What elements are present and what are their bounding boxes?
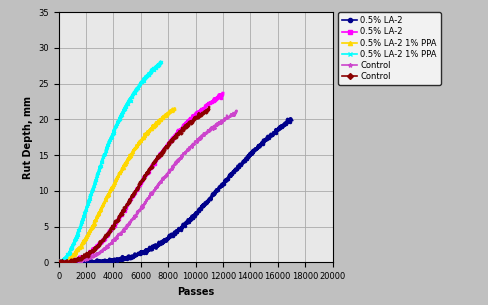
Y-axis label: Rut Depth, mm: Rut Depth, mm <box>23 96 33 179</box>
X-axis label: Passes: Passes <box>177 287 214 296</box>
Legend: 0.5% LA-2, 0.5% LA-2, 0.5% LA-2 1% PPA, 0.5% LA-2 1% PPA, Control, Control: 0.5% LA-2, 0.5% LA-2, 0.5% LA-2 1% PPA, … <box>337 12 440 85</box>
